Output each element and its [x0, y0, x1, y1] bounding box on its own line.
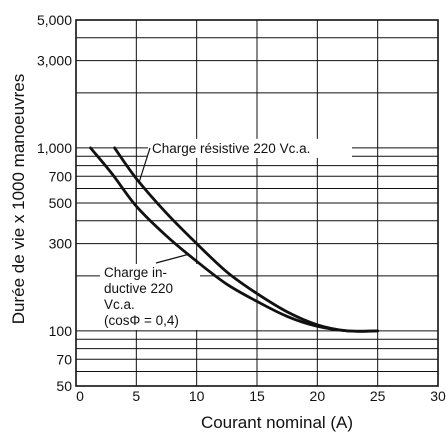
x-tick-label: 0 — [76, 388, 84, 404]
annotation-inductive-load: ductive 220 — [104, 281, 173, 296]
y-tick-label: 3,000 — [37, 53, 72, 69]
y-tick-label: 700 — [49, 168, 73, 184]
x-tick-label: 30 — [430, 388, 446, 404]
x-tick-label: 25 — [370, 388, 386, 404]
y-tick-label: 5,000 — [37, 12, 72, 28]
annotation-background — [100, 264, 200, 330]
annotations: Charge résistive 220 Vc.a. Charge in-duct… — [104, 141, 310, 328]
annotation-resistive-load: Charge résistive 220 Vc.a. — [152, 141, 310, 156]
x-tick-label: 20 — [310, 388, 326, 404]
y-tick-labels: 50 70 100 300 500 700 1,000 3,000 5,000 — [37, 12, 72, 394]
y-tick-label: 300 — [49, 236, 73, 252]
annotation-pointer — [155, 253, 189, 264]
annotation-backgrounds — [100, 138, 352, 330]
y-tick-label: 1,000 — [37, 140, 72, 156]
y-tick-label: 50 — [56, 378, 72, 394]
plot-frame — [75, 19, 439, 387]
y-axis-title: Durée de vie x 1000 manoeuvres — [9, 74, 28, 324]
x-axis-title: Courant nominal (A) — [201, 413, 353, 432]
x-tick-label: 15 — [249, 388, 265, 404]
x-tick-labels: 0 5 10 15 20 25 30 — [76, 388, 446, 404]
grid — [76, 20, 438, 386]
curve-lower — [89, 146, 380, 333]
y-tick-label: 100 — [49, 323, 73, 339]
annotation-inductive-load: Vc.a. — [104, 297, 135, 312]
y-tick-label: 70 — [56, 351, 72, 367]
annotation-inductive-load: Charge in- — [104, 265, 167, 280]
x-tick-label: 10 — [189, 388, 205, 404]
annotation-inductive-load: (cosΦ = 0,4) — [104, 313, 179, 328]
annotation-pointers — [138, 147, 189, 264]
y-tick-label: 500 — [49, 195, 73, 211]
x-tick-label: 5 — [132, 388, 140, 404]
annotation-background — [148, 138, 352, 158]
annotation-pointer — [138, 147, 151, 184]
curves — [89, 146, 380, 333]
